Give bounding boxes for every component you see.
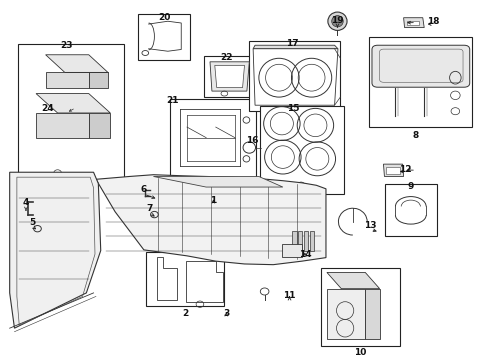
Text: 16: 16 [245,136,258,145]
Bar [170,99,256,180]
Bar [18,44,123,182]
Bar [384,184,436,237]
Text: 3: 3 [223,309,229,318]
Text: 9: 9 [407,182,413,191]
Text: 20: 20 [158,13,170,22]
Polygon shape [365,289,379,339]
Polygon shape [326,289,365,339]
Text: 14: 14 [298,249,310,258]
Polygon shape [89,72,108,88]
Text: 19: 19 [330,16,343,25]
Text: 22: 22 [220,53,232,62]
Text: 10: 10 [354,348,366,357]
Polygon shape [45,55,108,72]
Polygon shape [407,21,419,26]
Bar [146,252,224,306]
Text: 2: 2 [182,309,188,318]
Bar [368,37,471,127]
Text: 13: 13 [364,221,376,230]
Text: 18: 18 [426,17,439,26]
Ellipse shape [327,12,346,30]
Text: 11: 11 [283,291,295,300]
Text: 23: 23 [60,41,72,50]
Polygon shape [386,167,399,174]
Polygon shape [253,45,337,49]
Text: 4: 4 [23,198,29,207]
Polygon shape [10,172,101,328]
Text: 15: 15 [286,104,299,113]
Text: 24: 24 [41,104,54,113]
Bar [138,14,189,60]
FancyBboxPatch shape [371,45,469,87]
Bar [203,56,254,98]
Text: 7: 7 [146,204,152,213]
Bar [321,268,399,346]
Polygon shape [209,62,249,91]
Text: 5: 5 [29,218,36,227]
Bar [249,41,340,111]
Text: 6: 6 [141,185,147,194]
Bar [298,231,302,251]
Polygon shape [36,113,89,138]
Polygon shape [36,94,110,113]
Polygon shape [383,164,403,176]
Polygon shape [89,113,110,138]
Polygon shape [253,49,337,105]
Text: 12: 12 [398,165,411,174]
Text: 1: 1 [210,196,216,205]
Text: 17: 17 [285,39,298,48]
Bar [304,231,307,251]
Polygon shape [96,175,325,265]
Polygon shape [326,273,379,289]
Bar [292,231,296,251]
Polygon shape [45,72,89,88]
Bar [309,231,313,251]
Polygon shape [153,176,282,187]
Bar [281,243,302,257]
Bar [260,106,344,194]
Text: 21: 21 [165,96,178,105]
Ellipse shape [331,15,343,27]
Polygon shape [214,66,244,87]
Text: 8: 8 [412,131,418,140]
Polygon shape [403,18,424,28]
